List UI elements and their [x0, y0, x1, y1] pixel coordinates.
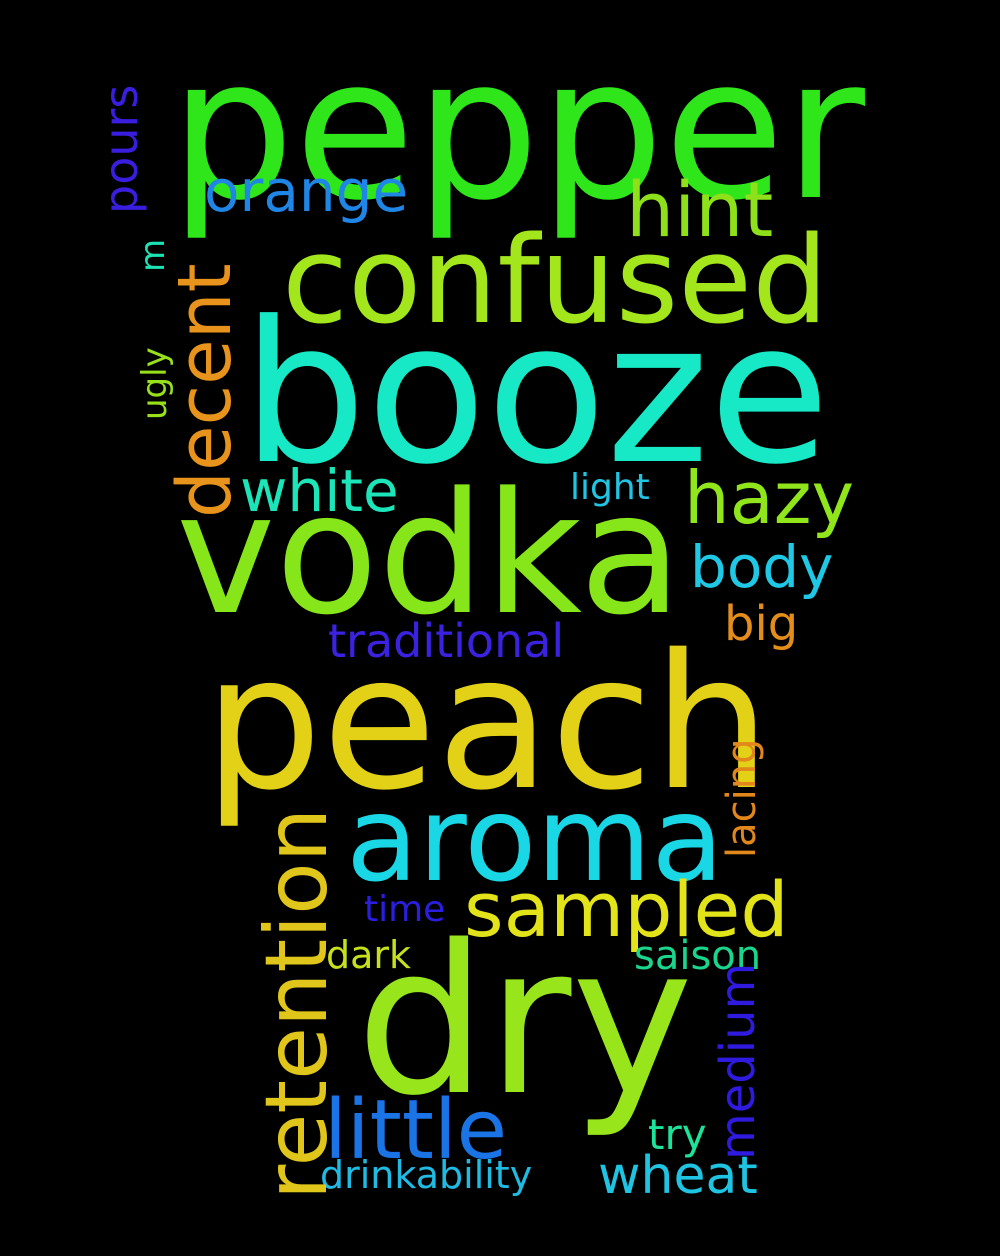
word-medium: medium [710, 962, 766, 1160]
word-saison: saison [634, 933, 762, 979]
word-light: light [570, 467, 650, 508]
word-traditional: traditional [328, 614, 565, 668]
word-m: m [133, 238, 173, 272]
word-sampled: sampled [464, 865, 789, 954]
word-aroma: aroma [346, 770, 724, 908]
word-peach: peach [204, 614, 771, 831]
word-big: big [724, 596, 799, 652]
word-dry: dry [356, 901, 694, 1141]
word-booze: booze [242, 280, 830, 508]
word-pours: pours [94, 84, 148, 214]
word-lacing: lacing [719, 738, 765, 858]
word-wheat: wheat [598, 1146, 758, 1206]
word-time: time [364, 889, 446, 930]
word-confused: confused [282, 212, 829, 351]
word-drinkability: drinkability [320, 1153, 533, 1197]
word-try: try [648, 1110, 707, 1159]
word-white: white [240, 457, 399, 525]
word-dark: dark [326, 933, 412, 977]
word-little: little [324, 1083, 508, 1178]
word-retention: retention [247, 807, 347, 1200]
word-decent: decent [162, 263, 248, 518]
word-body: body [690, 533, 834, 601]
word-hint: hint [626, 165, 774, 254]
word-ugly: ugly [135, 347, 175, 420]
word-orange: orange [204, 157, 409, 225]
word-hazy: hazy [684, 456, 855, 540]
word-vodka: vodka [176, 456, 683, 652]
word-pepper: pepper [170, 16, 865, 244]
